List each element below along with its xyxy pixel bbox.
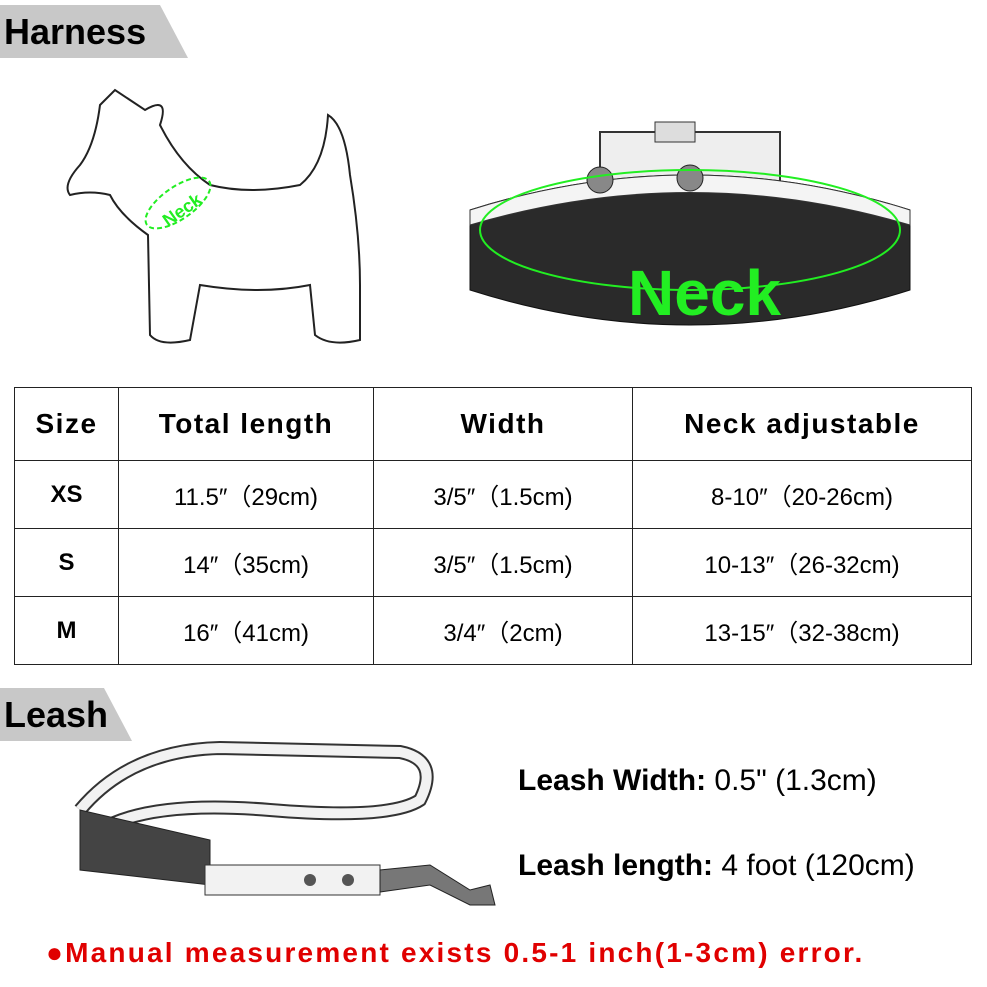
leash-length-label: Leash length: bbox=[518, 849, 714, 882]
table-row: XS 11.5″（29cm) 3/5″（1.5cm) 8-10″（20-26cm… bbox=[14, 460, 972, 529]
collar-neck-label: Neck bbox=[628, 257, 781, 329]
leash-length-spec: Leash length: 4 foot (120cm) bbox=[518, 849, 915, 883]
cell-width: 3/5″（1.5cm) bbox=[373, 528, 633, 597]
cell-size: M bbox=[14, 596, 119, 665]
cell-total-length: 11.5″（29cm) bbox=[118, 460, 374, 529]
cell-total-length: 16″（41cm) bbox=[118, 596, 374, 665]
size-table: Size Total length Width Neck adjustable … bbox=[14, 387, 972, 665]
dog-outline-illustration: Neck bbox=[66, 88, 361, 344]
cell-width: 3/4″（2cm) bbox=[373, 596, 633, 665]
leash-width-value: 0.5" (1.3cm) bbox=[706, 764, 877, 797]
cell-neck: 13-15″（32-38cm) bbox=[632, 596, 972, 665]
header-width: Width bbox=[373, 387, 633, 461]
cell-size: S bbox=[14, 528, 119, 597]
cell-neck: 8-10″（20-26cm) bbox=[632, 460, 972, 529]
leash-width-label: Leash Width: bbox=[518, 764, 707, 797]
table-header-row: Size Total length Width Neck adjustable bbox=[14, 387, 972, 461]
collar-illustration: Neck bbox=[469, 121, 911, 329]
leash-length-value: 4 foot (120cm) bbox=[713, 849, 915, 882]
table-row: M 16″（41cm) 3/4″（2cm) 13-15″（32-38cm) bbox=[14, 596, 972, 665]
leash-section-label: Leash bbox=[0, 688, 132, 741]
harness-section-label: Harness bbox=[0, 5, 188, 58]
cell-size: XS bbox=[14, 460, 119, 529]
leash-illustration bbox=[74, 740, 496, 906]
leash-width-spec: Leash Width: 0.5" (1.3cm) bbox=[518, 764, 877, 798]
header-neck-adjustable: Neck adjustable bbox=[632, 387, 972, 461]
cell-total-length: 14″（35cm) bbox=[118, 528, 374, 597]
table-row: S 14″（35cm) 3/5″（1.5cm) 10-13″（26-32cm) bbox=[14, 528, 972, 597]
measurement-error-note: ●Manual measurement exists 0.5-1 inch(1-… bbox=[46, 937, 865, 968]
cell-neck: 10-13″（26-32cm) bbox=[632, 528, 972, 597]
header-total-length: Total length bbox=[118, 387, 374, 461]
header-size: Size bbox=[14, 387, 119, 461]
cell-width: 3/5″（1.5cm) bbox=[373, 460, 633, 529]
